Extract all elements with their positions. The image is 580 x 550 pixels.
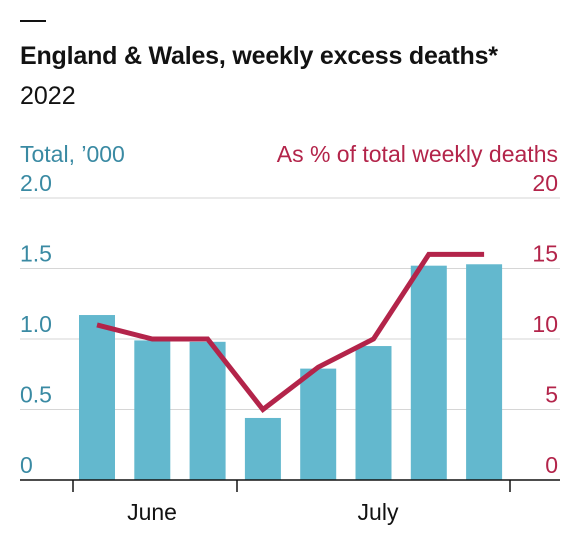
bar [79, 315, 115, 480]
chart-title: England & Wales, weekly excess deaths* [20, 42, 498, 70]
bar [244, 417, 281, 480]
bar [300, 368, 337, 480]
axis-labels: 0 0 0.5 5 1.0 10 1.5 15 2.0 20 Total, ’000 As % of … [20, 141, 558, 525]
chart-subtitle: 2022 [20, 82, 76, 110]
bar-series [79, 264, 503, 480]
right-tick-label: 15 [532, 241, 558, 267]
x-tick-label: July [358, 499, 399, 525]
axes [20, 479, 560, 492]
left-tick-label: 1.5 [20, 241, 52, 267]
left-tick-label: 2.0 [20, 170, 52, 196]
left-axis-title: Total, ’000 [20, 141, 125, 167]
right-tick-label: 10 [532, 311, 558, 337]
bar [355, 346, 392, 480]
right-axis-title: As % of total weekly deaths [277, 141, 558, 167]
left-tick-label: 0.5 [20, 382, 52, 408]
right-tick-label: 20 [532, 170, 558, 196]
left-tick-label: 1.0 [20, 311, 52, 337]
bar [466, 264, 503, 480]
bar [134, 340, 171, 480]
bar [410, 265, 447, 480]
title-rule [20, 20, 46, 22]
bar [189, 341, 226, 480]
x-tick-label: June [127, 499, 177, 525]
right-tick-label: 0 [545, 452, 558, 478]
line-series [96, 251, 485, 413]
right-tick-label: 5 [545, 382, 558, 408]
left-tick-label: 0 [20, 452, 33, 478]
series-line [96, 251, 485, 413]
